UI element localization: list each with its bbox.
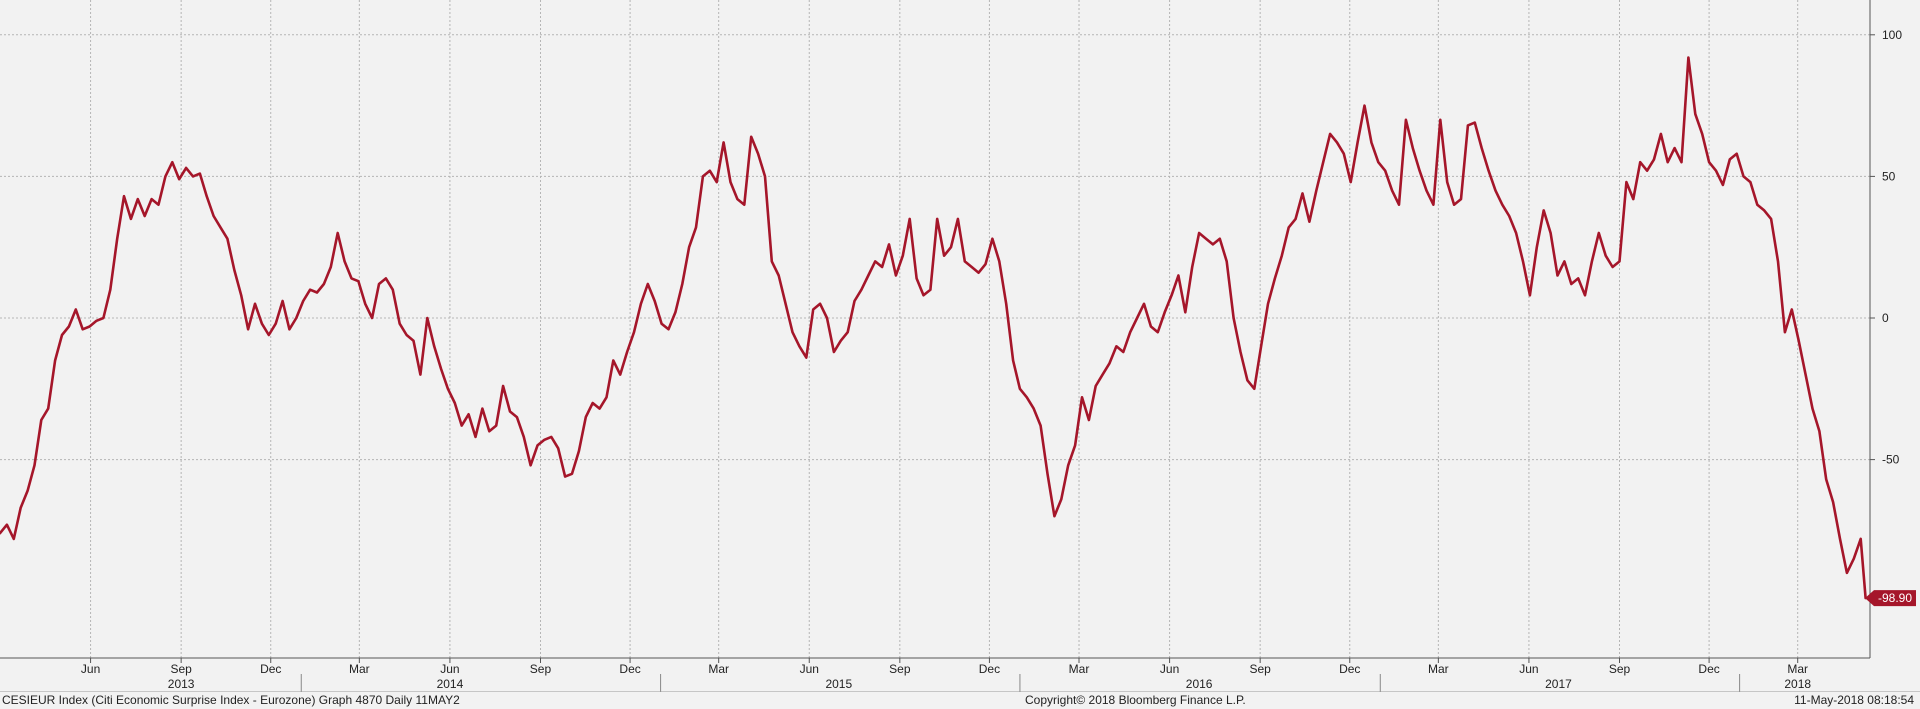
y-tick-label: 50: [1882, 169, 1896, 183]
x-year-label: 2013: [168, 677, 195, 691]
x-month-label: Mar: [349, 662, 370, 676]
x-year-label: 2018: [1784, 677, 1811, 691]
x-month-label: Jun: [800, 662, 819, 676]
series-line: [0, 56, 1867, 600]
x-month-label: Sep: [1609, 662, 1631, 676]
x-month-label: Dec: [1698, 662, 1719, 676]
x-month-label: Dec: [979, 662, 1000, 676]
x-month-label: Mar: [1787, 662, 1808, 676]
x-month-label: Mar: [1428, 662, 1449, 676]
x-year-label: 2017: [1545, 677, 1572, 691]
x-month-label: Jun: [81, 662, 100, 676]
x-month-label: Sep: [889, 662, 911, 676]
x-year-label: 2016: [1186, 677, 1213, 691]
x-month-label: Sep: [530, 662, 552, 676]
x-month-label: Sep: [1249, 662, 1271, 676]
chart-footer: CESIEUR Index (Citi Economic Surprise In…: [0, 692, 1920, 709]
x-month-label: Dec: [619, 662, 640, 676]
last-value-label: -98.90: [1878, 591, 1912, 605]
last-value-badge: [1865, 590, 1916, 607]
y-tick-label: 0: [1882, 311, 1889, 325]
footer-ticker-info: CESIEUR Index (Citi Economic Surprise In…: [2, 693, 460, 707]
y-tick-label: 100: [1882, 28, 1902, 42]
x-month-label: Jun: [440, 662, 459, 676]
x-month-label: Mar: [1069, 662, 1090, 676]
x-year-label: 2014: [437, 677, 464, 691]
x-month-label: Jun: [1160, 662, 1179, 676]
chart-svg: 100 50 0 -50 Jun Sep Dec Mar Jun Sep Dec Mar Jun Sep D…: [0, 0, 1920, 692]
y-tick-label: -50: [1882, 453, 1900, 467]
x-month-label: Dec: [260, 662, 281, 676]
x-year-label: 2015: [825, 677, 852, 691]
footer-copyright: Copyright© 2018 Bloomberg Finance L.P.: [1025, 693, 1246, 707]
footer-timestamp: 11-May-2018 08:18:54: [1794, 693, 1914, 707]
x-month-label: Mar: [708, 662, 729, 676]
x-month-label: Sep: [170, 662, 192, 676]
x-month-label: Dec: [1339, 662, 1360, 676]
x-month-label: Jun: [1519, 662, 1538, 676]
